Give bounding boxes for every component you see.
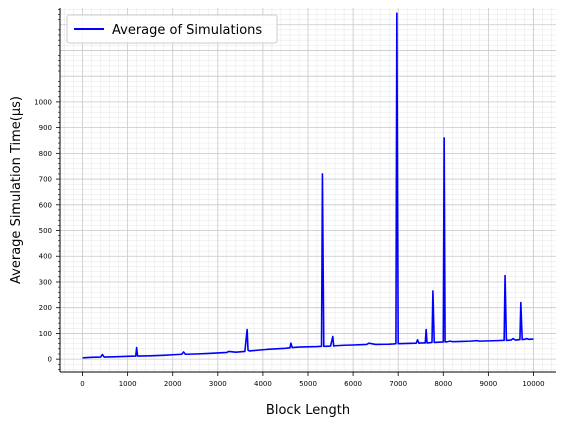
y-axis-title: Average Simulation Time(µs) bbox=[9, 96, 24, 284]
legend-label: Average of Simulations bbox=[112, 23, 262, 38]
x-tick-label: 2000 bbox=[164, 380, 182, 388]
x-tick-label: 4000 bbox=[254, 380, 272, 388]
x-tick-label: 7000 bbox=[389, 380, 407, 388]
x-ticks: 0 1000 2000 3000 4000 5000 6000 7000 8000 9000 100… bbox=[80, 372, 545, 388]
x-tick-label: 1000 bbox=[119, 380, 137, 388]
y-tick-label: 400 bbox=[39, 253, 52, 261]
y-tick-label: 300 bbox=[39, 278, 52, 286]
major-grid bbox=[60, 8, 556, 372]
x-tick-label: 5000 bbox=[299, 380, 317, 388]
series-line-0 bbox=[82, 12, 534, 359]
y-tick-label: 700 bbox=[39, 176, 52, 184]
y-tick-label: 600 bbox=[39, 201, 52, 209]
y-tick-label: 500 bbox=[39, 227, 52, 235]
x-tick-label: 8000 bbox=[434, 380, 452, 388]
x-tick-label: 6000 bbox=[344, 380, 362, 388]
x-tick-label: 3000 bbox=[209, 380, 227, 388]
x-axis-title: Block Length bbox=[266, 403, 350, 418]
x-tick-label: 10000 bbox=[522, 380, 544, 388]
y-tick-label: 800 bbox=[39, 150, 52, 158]
x-tick-label: 9000 bbox=[479, 380, 497, 388]
legend-box bbox=[66, 14, 278, 44]
y-tick-label: 0 bbox=[48, 356, 52, 364]
y-tick-label: 100 bbox=[39, 330, 52, 338]
legend: Average of Simulations bbox=[66, 14, 278, 44]
y-ticks: 0 100 200 300 400 500 600 700 800 900 1000 bbox=[34, 8, 60, 370]
y-tick-label: 200 bbox=[39, 304, 52, 312]
y-tick-label: 1000 bbox=[34, 98, 52, 106]
y-tick-label: 900 bbox=[39, 124, 52, 132]
x-tick-label: 0 bbox=[80, 380, 84, 388]
series-layer bbox=[82, 12, 534, 359]
